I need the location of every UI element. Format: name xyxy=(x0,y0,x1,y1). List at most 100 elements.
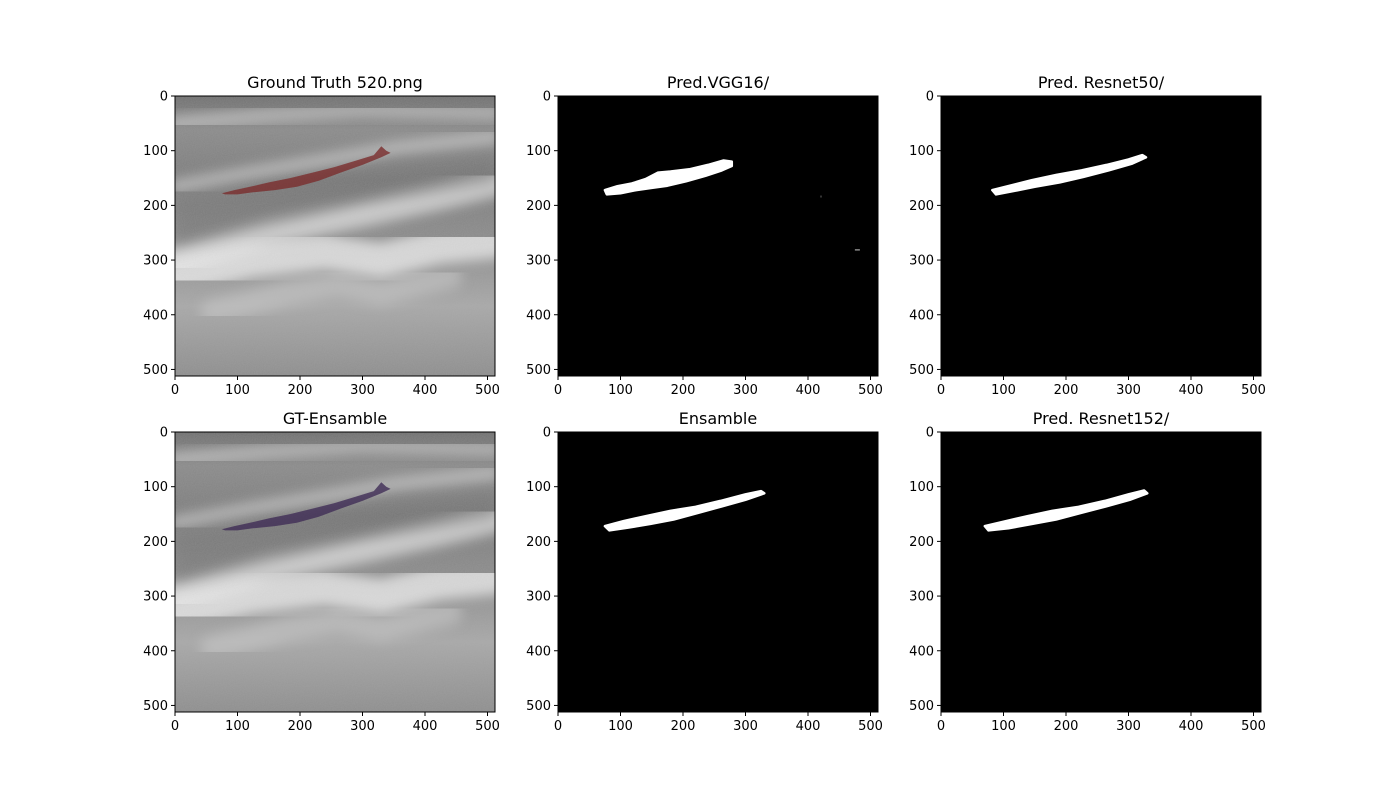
speckle-texture xyxy=(175,432,495,712)
x-tick-label: 200 xyxy=(1054,719,1079,734)
segmentation-overlay xyxy=(221,146,391,195)
y-tick-label: 500 xyxy=(143,363,168,378)
y-tick-label: 200 xyxy=(143,199,168,214)
x-tick-label: 100 xyxy=(225,383,250,398)
x-tick-label: 200 xyxy=(1054,383,1079,398)
y-tick-label: 300 xyxy=(526,254,551,269)
y-tick-label: 400 xyxy=(909,644,934,659)
x-tick-label: 0 xyxy=(937,719,945,734)
axes-frame xyxy=(557,431,879,713)
image-content xyxy=(558,96,878,376)
subplot-6: Pred. Resnet152/0 100 200 300 400 50001002003… xyxy=(909,409,1266,734)
axes-frame xyxy=(940,95,1262,377)
x-tick-label: 400 xyxy=(796,383,821,398)
y-tick-label: 100 xyxy=(526,144,551,159)
x-tick-label: 400 xyxy=(413,719,438,734)
y-tick-label: 0 xyxy=(926,426,934,441)
x-tick-label: 300 xyxy=(1116,383,1141,398)
image-content xyxy=(558,432,878,712)
x-tick-label: 200 xyxy=(671,719,696,734)
noise-speck xyxy=(854,249,860,251)
x-tick-label: 100 xyxy=(225,719,250,734)
y-tick-label: 500 xyxy=(143,699,168,714)
y-tick-label: 200 xyxy=(526,535,551,550)
subplot-title: Pred. Resnet50/ xyxy=(1038,73,1165,92)
y-tick-label: 0 xyxy=(160,90,168,105)
x-tick-label: 500 xyxy=(1241,383,1266,398)
y-tick-label: 400 xyxy=(526,308,551,323)
y-tick-label: 400 xyxy=(143,644,168,659)
y-tick-label: 200 xyxy=(143,535,168,550)
axes-frame xyxy=(557,95,879,377)
y-tick-label: 300 xyxy=(526,590,551,605)
y-tick-label: 100 xyxy=(143,480,168,495)
speckle-texture xyxy=(175,96,495,376)
y-tick-label: 500 xyxy=(526,363,551,378)
x-tick-label: 400 xyxy=(1179,383,1204,398)
subplot-title: Pred.VGG16/ xyxy=(667,73,770,92)
x-tick-label: 500 xyxy=(475,383,500,398)
x-tick-label: 400 xyxy=(796,719,821,734)
y-tick-label: 500 xyxy=(909,699,934,714)
y-tick-label: 200 xyxy=(909,535,934,550)
y-tick-label: 0 xyxy=(543,90,551,105)
x-tick-label: 0 xyxy=(937,383,945,398)
y-tick-label: 500 xyxy=(909,363,934,378)
subplot-title: GT-Ensamble xyxy=(283,409,387,428)
y-tick-label: 0 xyxy=(160,426,168,441)
x-tick-label: 100 xyxy=(991,719,1016,734)
y-tick-label: 400 xyxy=(909,308,934,323)
x-tick-label: 200 xyxy=(671,383,696,398)
y-tick-label: 100 xyxy=(143,144,168,159)
y-tick-label: 300 xyxy=(143,590,168,605)
subplot-2: Pred.VGG16/0 100 200 300 400 5000100200300400… xyxy=(526,73,883,398)
mask-region xyxy=(603,159,734,196)
mask-region xyxy=(991,153,1148,196)
axes-frame xyxy=(940,431,1262,713)
y-tick-label: 400 xyxy=(143,308,168,323)
x-tick-label: 200 xyxy=(288,383,313,398)
x-tick-label: 300 xyxy=(733,719,758,734)
y-tick-label: 200 xyxy=(526,199,551,214)
y-tick-label: 300 xyxy=(143,254,168,269)
x-tick-label: 300 xyxy=(350,719,375,734)
x-tick-label: 500 xyxy=(858,719,883,734)
segmentation-overlay xyxy=(221,482,391,531)
x-tick-label: 0 xyxy=(554,719,562,734)
x-tick-label: 400 xyxy=(413,383,438,398)
x-tick-label: 500 xyxy=(475,719,500,734)
subplot-title: Ground Truth 520.png xyxy=(247,73,423,92)
y-tick-label: 0 xyxy=(926,90,934,105)
x-tick-label: 200 xyxy=(288,719,313,734)
x-tick-label: 100 xyxy=(991,383,1016,398)
image-content xyxy=(175,96,495,376)
mask-background xyxy=(558,432,878,712)
y-tick-label: 300 xyxy=(909,590,934,605)
x-tick-label: 400 xyxy=(1179,719,1204,734)
mask-region xyxy=(983,489,1149,532)
axes-frame xyxy=(174,95,496,377)
x-tick-label: 0 xyxy=(171,383,179,398)
y-tick-label: 0 xyxy=(543,426,551,441)
mask-background xyxy=(941,96,1261,376)
y-tick-label: 100 xyxy=(909,480,934,495)
x-tick-label: 500 xyxy=(1241,719,1266,734)
y-tick-label: 400 xyxy=(526,644,551,659)
x-tick-label: 0 xyxy=(554,383,562,398)
subplot-title: Pred. Resnet152/ xyxy=(1033,409,1170,428)
mask-background xyxy=(941,432,1261,712)
image-content xyxy=(175,432,495,712)
image-content xyxy=(941,432,1261,712)
x-tick-label: 300 xyxy=(350,383,375,398)
image-content xyxy=(941,96,1261,376)
y-tick-label: 100 xyxy=(526,480,551,495)
y-tick-label: 500 xyxy=(526,699,551,714)
subplot-title: Ensamble xyxy=(679,409,757,428)
noise-speck xyxy=(820,195,822,198)
mask-background xyxy=(558,96,878,376)
y-tick-label: 300 xyxy=(909,254,934,269)
